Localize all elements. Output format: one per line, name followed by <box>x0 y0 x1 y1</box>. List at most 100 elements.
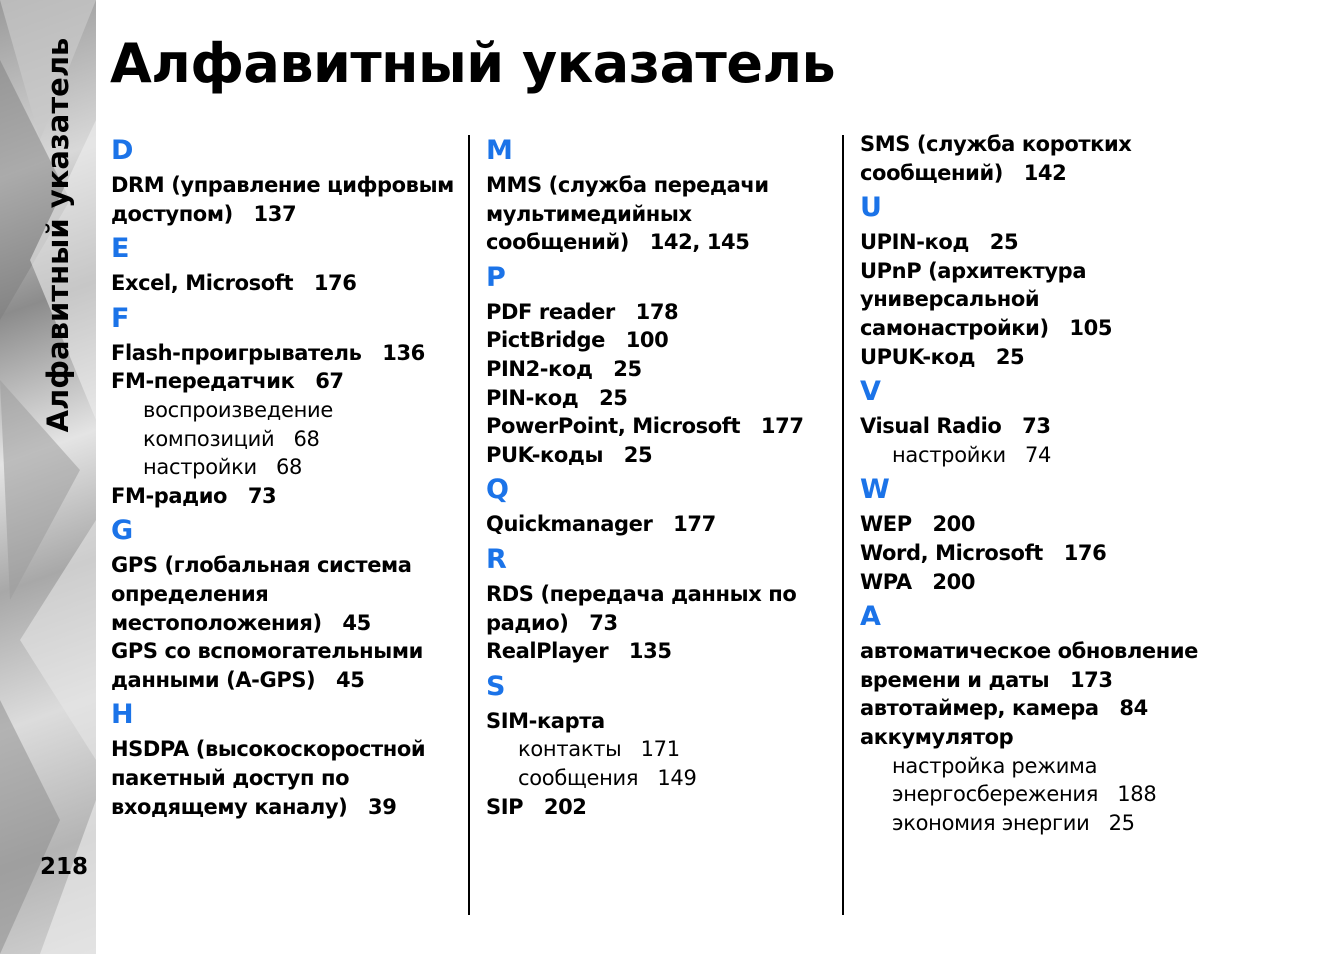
index-entry-line: PictBridge 100 <box>486 326 846 355</box>
section-letter: U <box>860 192 882 224</box>
entry-text: PUK-коды <box>486 442 604 467</box>
index-section: Q Quickmanager 177 <box>486 473 846 539</box>
index-subentry-line: экономия энергии 25 <box>860 809 1220 838</box>
page-reference: 105 <box>1069 315 1113 340</box>
entry-text: PDF reader <box>486 299 615 324</box>
page-reference: 39 <box>368 794 397 819</box>
entry-text: настройки <box>143 455 257 480</box>
entry-text: Visual Radio <box>860 414 1002 439</box>
index-entry-line: Excel, Microsoft 176 <box>111 269 471 298</box>
page-number: 218 <box>40 854 89 880</box>
entry-text: воспроизведение <box>143 397 334 422</box>
index-section: W WEP 200 Word, Microsoft 176 WPA 200 <box>860 473 1220 596</box>
entry-text: PIN-код <box>486 385 579 410</box>
entry-text: определения <box>111 581 269 606</box>
index-column-3: SMS (служба коротких сообщений) 142 U UPIN-к… <box>860 130 1220 837</box>
index-section: D DRM (управление цифровым доступом) 137 <box>111 134 471 228</box>
index-entry-line: PIN-код 25 <box>486 384 846 413</box>
entry-text: местоположения) <box>111 610 322 635</box>
index-subentry-line: сообщения 149 <box>486 764 846 793</box>
index-entry-line: FM-радио 73 <box>111 482 471 511</box>
section-letter: S <box>486 670 506 702</box>
entry-text: самонастройки) <box>860 315 1049 340</box>
section-letter: V <box>860 376 881 408</box>
page-reference: 74 <box>1024 442 1052 467</box>
index-entry-line: доступом) 137 <box>111 200 471 229</box>
page-reference: 84 <box>1119 696 1148 721</box>
page-reference: 25 <box>613 356 642 381</box>
index-entry-line: PIN2-код 25 <box>486 355 846 384</box>
entry-text: времени и даты <box>860 667 1050 692</box>
page-reference: 178 <box>635 299 679 324</box>
entry-text: композиций <box>143 426 275 451</box>
page-reference: 142, 145 <box>649 230 750 255</box>
index-entry-line: RealPlayer 135 <box>486 637 846 666</box>
page-reference: 200 <box>932 569 976 594</box>
page-reference: 176 <box>1063 540 1107 565</box>
index-section: H HSDPA (высокоскоростной пакетный доступ … <box>111 698 471 821</box>
index-entry-line: времени и даты 173 <box>860 666 1220 695</box>
index-entry-line: определения <box>111 580 471 609</box>
column-divider <box>842 135 844 915</box>
index-entry-line: входящему каналу) 39 <box>111 793 471 822</box>
entry-text: UPIN-код <box>860 230 969 255</box>
entry-text: PictBridge <box>486 328 605 353</box>
page-reference: 25 <box>599 385 628 410</box>
entry-text: радио) <box>486 610 569 635</box>
index-entry-line: UPUK-код 25 <box>860 343 1220 372</box>
index-section: V Visual Radio 73 настройки 74 <box>860 375 1220 469</box>
entry-text: экономия энергии <box>892 810 1090 835</box>
index-entry-line: PowerPoint, Microsoft 177 <box>486 412 846 441</box>
index-entry-line: самонастройки) 105 <box>860 314 1220 343</box>
entry-text: SIM-карта <box>486 708 605 733</box>
page-reference: 202 <box>543 794 587 819</box>
section-letter: А <box>860 601 881 633</box>
entry-text: FM-радио <box>111 483 228 508</box>
entry-text: контакты <box>518 737 622 762</box>
index-entry-line: сообщений) 142 <box>860 159 1220 188</box>
index-entry-line: пакетный доступ по <box>111 764 471 793</box>
entry-text: Quickmanager <box>486 512 653 537</box>
entry-text: DRM (управление цифровым <box>111 173 454 197</box>
index-entry-line: PDF reader 178 <box>486 298 846 327</box>
index-entry-line: данными (A-GPS) 45 <box>111 666 471 695</box>
entry-text: настройки <box>892 442 1006 467</box>
index-entry-line: Flash-проигрыватель 136 <box>111 339 471 368</box>
index-subentry-line: энергосбережения 188 <box>860 780 1220 809</box>
index-entry-line: HSDPA (высокоскоростной <box>111 735 471 764</box>
index-section: G GPS (глобальная система определения место… <box>111 514 471 694</box>
entry-text: GPS (глобальная система <box>111 553 412 578</box>
page-reference: 137 <box>253 201 297 226</box>
entry-text: WPA <box>860 569 912 594</box>
index-entry-line: Visual Radio 73 <box>860 412 1220 441</box>
page-reference: 25 <box>989 230 1019 255</box>
entry-text: данными (A-GPS) <box>111 667 316 692</box>
entry-text: сообщения <box>518 765 639 790</box>
page-reference: 73 <box>247 483 277 508</box>
entry-text: входящему каналу) <box>111 794 348 819</box>
entry-text: UPnP (архитектура <box>860 258 1087 283</box>
page-reference: 177 <box>760 414 804 439</box>
index-entry-line: DRM (управление цифровым <box>111 171 471 200</box>
entry-text: Excel, Microsoft <box>111 271 294 296</box>
index-entry-line: аккумулятор <box>860 723 1220 752</box>
column-divider <box>468 135 470 915</box>
section-letter: G <box>111 515 134 547</box>
section-letter: R <box>486 543 507 575</box>
page-reference: 73 <box>589 610 618 635</box>
index-entry-line: SIP 202 <box>486 793 846 822</box>
index-subentry-line: композиций 68 <box>111 425 471 454</box>
entry-text: SMS (служба коротких <box>860 132 1132 156</box>
entry-text: пакетный доступ по <box>111 765 350 790</box>
index-entry-line: WEP 200 <box>860 510 1220 539</box>
section-letter: Q <box>486 474 509 506</box>
entry-text: аккумулятор <box>860 724 1014 749</box>
entry-text: RDS (передача данных по <box>486 581 797 606</box>
index-entry-line: сообщений) 142, 145 <box>486 228 846 257</box>
page-reference: 100 <box>625 328 669 353</box>
section-letter: D <box>111 135 134 166</box>
index-entry-line: мультимедийных <box>486 200 846 229</box>
page-reference: 135 <box>628 639 672 664</box>
entry-text: автоматическое обновление <box>860 639 1199 664</box>
index-column-1: D DRM (управление цифровым доступом) 137 E Ex… <box>111 130 471 821</box>
